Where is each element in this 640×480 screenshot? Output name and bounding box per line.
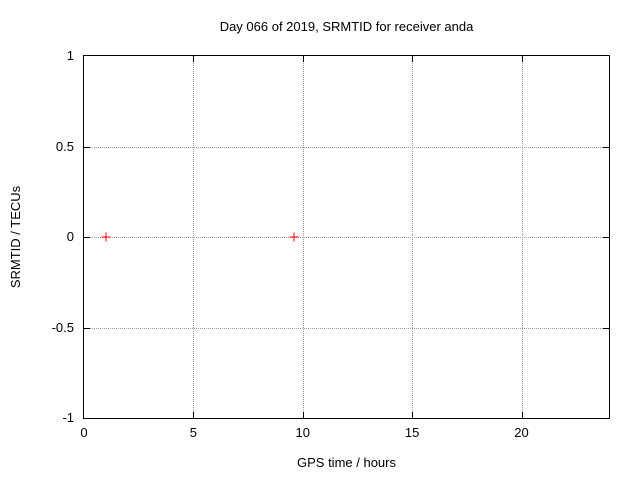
tick-mark-bottom (193, 412, 195, 418)
y-tick-label: 0.5 (55, 138, 74, 154)
x-tick-label: 10 (295, 425, 310, 440)
x-tick-label: 20 (514, 425, 529, 440)
gridline-horizontal (84, 146, 609, 148)
tick-mark-bottom (302, 412, 304, 418)
x-tick-label: 5 (189, 425, 197, 440)
chart-title: Day 066 of 2019, SRMTID for receiver and… (219, 19, 474, 34)
tick-mark-left (84, 237, 90, 238)
x-tick-label: 15 (404, 425, 420, 440)
plot-area: 0 5 10 15 20 -1 -0.5 0 0.5 1 (52, 48, 610, 440)
x-axis-label: GPS time / hours (297, 455, 396, 470)
tick-mark-right (603, 327, 609, 329)
y-tick-label: 0 (66, 229, 74, 244)
x-tick-label: 0 (80, 425, 88, 440)
data-point-marker (101, 232, 111, 242)
tick-mark-right (603, 237, 609, 238)
tick-mark-bottom (521, 412, 523, 418)
y-tick-label: -0.5 (51, 319, 74, 335)
gridline-horizontal (84, 327, 609, 329)
tick-mark-left (84, 146, 90, 148)
y-tick-label: 1 (66, 48, 74, 63)
tick-mark-top (193, 56, 195, 62)
y-axis-label: SRMTID / TECUs (8, 185, 23, 289)
data-point-marker (289, 232, 299, 242)
tick-mark-right (603, 146, 609, 148)
tick-mark-top (412, 56, 414, 62)
y-tick-label: -1 (62, 410, 74, 425)
tick-mark-bottom (412, 412, 414, 418)
tick-mark-left (84, 327, 90, 329)
tick-mark-top (521, 56, 523, 62)
gridline-horizontal (84, 237, 609, 238)
tick-mark-top (302, 56, 304, 62)
